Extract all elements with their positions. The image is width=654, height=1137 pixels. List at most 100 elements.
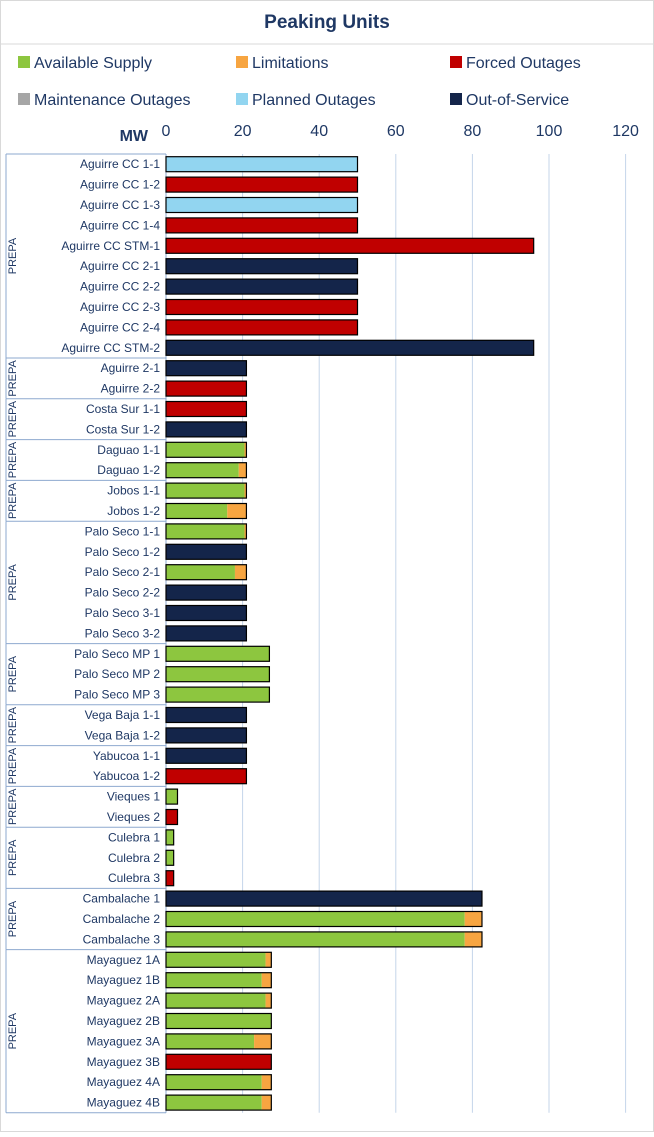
bar-outline (165, 1053, 272, 1070)
bar-segment-oos (166, 340, 534, 356)
unit-label: Mayaguez 2B (87, 1014, 160, 1028)
bar-segment-available (166, 564, 235, 580)
unit-label: Aguirre CC STM-1 (61, 239, 160, 253)
bar-segment-available (166, 850, 174, 866)
bar-outline (165, 1012, 272, 1030)
unit-label: Costa Sur 1-2 (86, 422, 160, 436)
bar-segment-available (166, 1013, 272, 1029)
unit-label: Palo Seco MP 1 (74, 647, 160, 661)
bar-outline (165, 482, 248, 499)
bar-segment-forced (166, 401, 247, 417)
legend-swatch-oos (450, 93, 462, 105)
bar-segment-available (166, 442, 245, 458)
bar-outline (165, 1094, 272, 1111)
x-tick-label: 20 (234, 123, 252, 140)
unit-label: Costa Sur 1-1 (86, 402, 160, 416)
group-label: PREPA (7, 441, 19, 478)
bar-segment-available (166, 523, 245, 539)
group-label: PREPA (7, 839, 19, 876)
bar-outline (165, 278, 359, 295)
unit-label: Palo Seco 2-1 (85, 565, 161, 579)
group-label: PREPA (7, 237, 19, 274)
bar-outline (165, 768, 248, 785)
bar-outline (165, 604, 248, 622)
bar-segment-available (166, 1033, 255, 1049)
bar-segment-forced (166, 870, 174, 886)
bar-outline (165, 258, 359, 275)
unit-label: Palo Seco MP 3 (74, 688, 160, 702)
bar-outline (165, 910, 483, 928)
bar-segment-planned (166, 156, 358, 172)
unit-label: Aguirre CC 2-1 (80, 259, 160, 273)
bar-segment-limitations (261, 1095, 272, 1111)
bar-outline (165, 523, 248, 540)
bar-segment-limitations (265, 993, 272, 1009)
unit-label: Vega Baja 1-1 (85, 708, 161, 722)
bar-segment-oos (166, 421, 247, 437)
bar-outline (165, 543, 248, 560)
legend-label-available: Available Supply (34, 55, 152, 72)
bar-outline (165, 788, 179, 805)
unit-label: Palo Seco 1-2 (85, 545, 161, 559)
x-tick-label: 0 (162, 123, 171, 140)
bar-outline (165, 502, 248, 520)
bar-outline (165, 339, 535, 356)
bar-segment-planned (166, 197, 358, 213)
group-label: PREPA (7, 900, 19, 937)
bar-outline (165, 584, 248, 601)
bar-segment-forced (166, 1054, 272, 1070)
bar-segment-forced (166, 238, 534, 254)
bar-outline (165, 441, 248, 458)
unit-label: Mayaguez 4A (87, 1075, 160, 1089)
unit-label: Culebra 2 (108, 851, 160, 865)
unit-label: Culebra 1 (108, 830, 160, 844)
unit-label: Vieques 2 (107, 810, 160, 824)
bar-outline (165, 849, 175, 866)
unit-label: Palo Seco 3-2 (85, 626, 161, 640)
group-label: PREPA (7, 1012, 19, 1049)
x-tick-label: 120 (612, 123, 639, 140)
unit-label: Mayaguez 2A (87, 994, 160, 1008)
bar-outline (165, 747, 248, 764)
bar-segment-forced (166, 177, 358, 193)
unit-label: Palo Seco 2-2 (85, 586, 161, 600)
group-label: PREPA (7, 747, 19, 784)
bar-outline (165, 625, 248, 642)
bar-segment-forced (166, 217, 358, 233)
bar-outline (165, 829, 175, 846)
bar-outline (165, 666, 271, 683)
bar-segment-limitations (244, 442, 247, 458)
bar-segment-limitations (227, 503, 247, 519)
legend-label-forced: Forced Outages (466, 55, 581, 72)
bar-outline (165, 462, 248, 479)
unit-label: Jobos 1-1 (107, 484, 160, 498)
unit-label: Aguirre CC 1-3 (80, 198, 160, 212)
unit-label: Culebra 3 (108, 871, 160, 885)
bar-segment-available (166, 687, 270, 703)
bar-segment-limitations (244, 523, 247, 539)
legend-swatch-planned (236, 93, 248, 105)
bar-outline (165, 298, 359, 316)
bar-segment-limitations (464, 931, 482, 947)
unit-label: Jobos 1-2 (107, 504, 160, 518)
bar-segment-available (166, 952, 266, 968)
bar-segment-forced (166, 809, 178, 825)
unit-label: Aguirre CC 2-3 (80, 300, 160, 314)
bar-segment-available (166, 666, 270, 682)
bar-segment-oos (166, 585, 247, 601)
bar-outline (165, 1033, 272, 1050)
group-label: PREPA (7, 482, 19, 519)
bar-outline (165, 564, 248, 581)
category-groups: Aguirre CC 1-1 Aguirre CC 1-2 Aguirre CC 1… (5, 153, 166, 1114)
bar-outline (165, 972, 272, 989)
bar-segment-limitations (254, 1033, 272, 1049)
bar-segment-limitations (238, 462, 247, 478)
bar-segment-available (166, 931, 465, 947)
unit-label: Cambalache 2 (83, 912, 161, 926)
legend-swatch-available (18, 56, 30, 68)
bar-segment-available (166, 911, 465, 927)
legend-label-oos: Out-of-Service (466, 92, 569, 109)
bar-outline (165, 217, 359, 234)
unit-label: Aguirre CC 2-2 (80, 280, 160, 294)
